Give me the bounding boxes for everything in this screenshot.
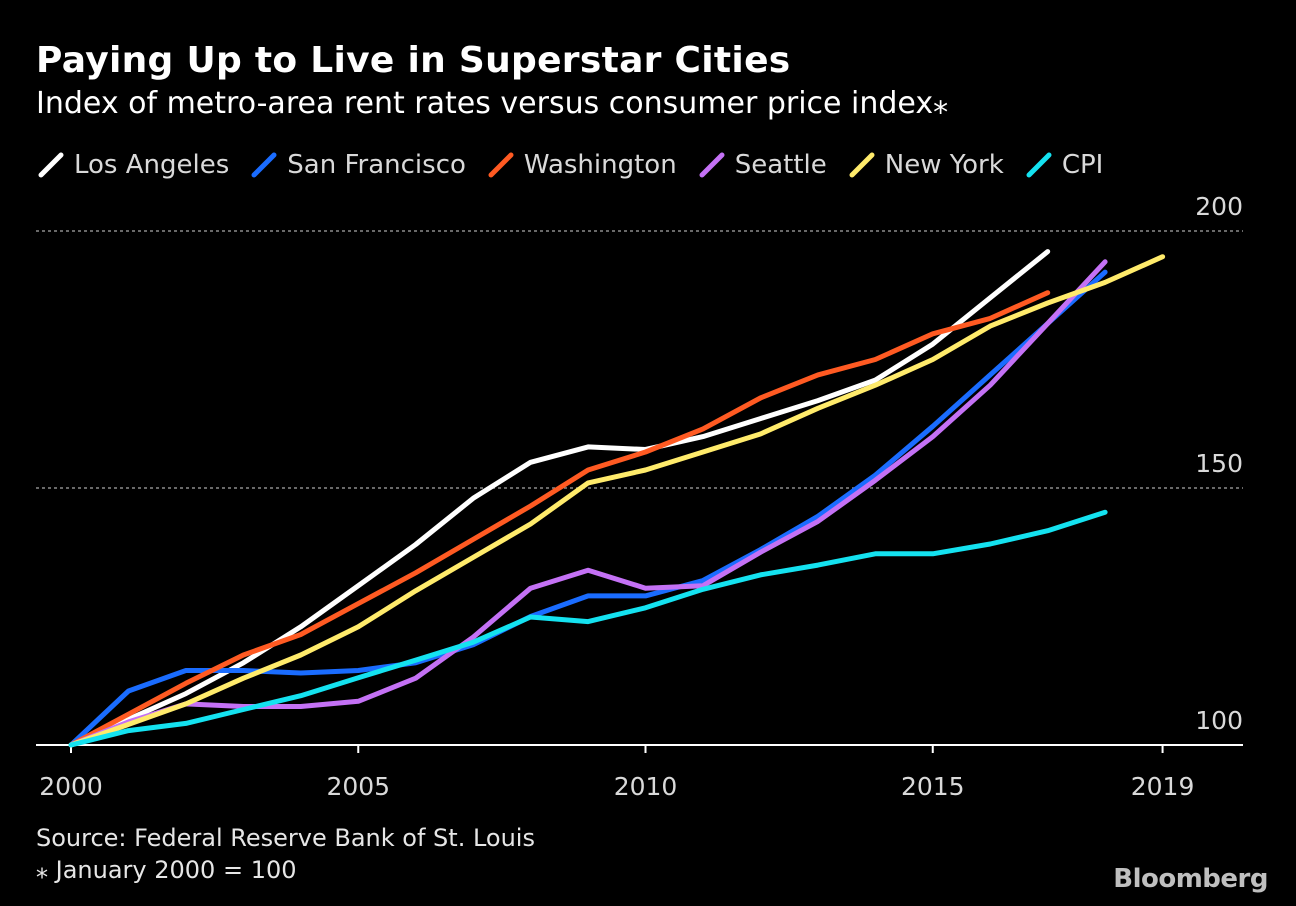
legend-item-new-york: New York (847, 150, 1004, 180)
legend-swatch-washington (488, 152, 514, 178)
x-tick-label-2010: 2010 (614, 772, 678, 801)
series-line-cpi (68, 509, 1108, 748)
series-line-washington (68, 290, 1051, 748)
legend-item-seattle: Seattle (697, 150, 827, 180)
series-line-new-york (68, 254, 1166, 748)
footnote: ⁎ January 2000 = 100 (36, 856, 297, 884)
legend-swatch-seattle (699, 152, 725, 178)
legend-item-san-francisco: San Francisco (249, 150, 466, 180)
y-tick-label-150: 150 (1195, 449, 1243, 478)
series-line-seattle (68, 259, 1108, 748)
legend-swatch-cpi (1026, 152, 1052, 178)
legend-item-washington: Washington (486, 150, 677, 180)
y-tick-label-200: 200 (1195, 192, 1243, 221)
x-tick-label-2019: 2019 (1131, 772, 1195, 801)
x-tick-label-2005: 2005 (326, 772, 390, 801)
legend-swatch-san-francisco (251, 152, 277, 178)
series-line-los-angeles (68, 249, 1051, 748)
legend-label-cpi: CPI (1061, 150, 1104, 180)
legend-swatch-los-angeles (38, 152, 64, 178)
legend-label-seattle: Seattle (734, 150, 827, 180)
y-tick-label-100: 100 (1195, 706, 1243, 735)
chart-legend: Los Angeles San Francisco Washington Seattl… (36, 150, 1123, 180)
x-tick-label-2015: 2015 (901, 772, 965, 801)
legend-label-san-francisco: San Francisco (287, 150, 466, 180)
legend-swatch-new-york (849, 152, 875, 178)
bloomberg-logo: Bloomberg (1113, 864, 1268, 894)
x-tick-label-2000: 2000 (39, 772, 103, 801)
legend-label-los-angeles: Los Angeles (74, 150, 230, 180)
legend-item-los-angeles: Los Angeles (36, 150, 229, 180)
legend-item-cpi: CPI (1024, 150, 1104, 180)
chart-subtitle: Index of metro-area rent rates versus co… (36, 86, 949, 121)
legend-label-washington: Washington (523, 150, 677, 180)
chart-footer: Source: Federal Reserve Bank of St. Loui… (36, 822, 535, 886)
chart-title: Paying Up to Live in Superstar Cities (36, 40, 791, 81)
legend-label-new-york: New York (884, 150, 1004, 180)
series-line-san-francisco (68, 269, 1108, 748)
source-note: Source: Federal Reserve Bank of St. Loui… (36, 824, 535, 852)
